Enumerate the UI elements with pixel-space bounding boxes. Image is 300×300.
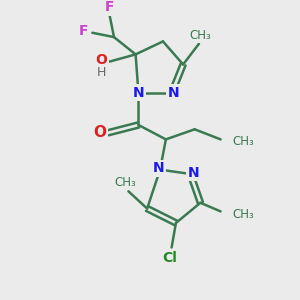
Text: N: N bbox=[133, 86, 144, 100]
Text: CH₃: CH₃ bbox=[115, 176, 136, 188]
Text: CH₃: CH₃ bbox=[233, 135, 254, 148]
Text: O: O bbox=[96, 53, 107, 67]
Text: CH₃: CH₃ bbox=[233, 208, 254, 221]
Text: CH₃: CH₃ bbox=[190, 28, 211, 42]
Text: Cl: Cl bbox=[163, 250, 178, 265]
Text: N: N bbox=[168, 86, 180, 100]
Text: N: N bbox=[188, 166, 199, 179]
Text: F: F bbox=[105, 0, 114, 14]
Text: H: H bbox=[97, 66, 106, 79]
Text: F: F bbox=[79, 24, 88, 38]
Text: N: N bbox=[153, 161, 164, 175]
Text: O: O bbox=[93, 125, 106, 140]
